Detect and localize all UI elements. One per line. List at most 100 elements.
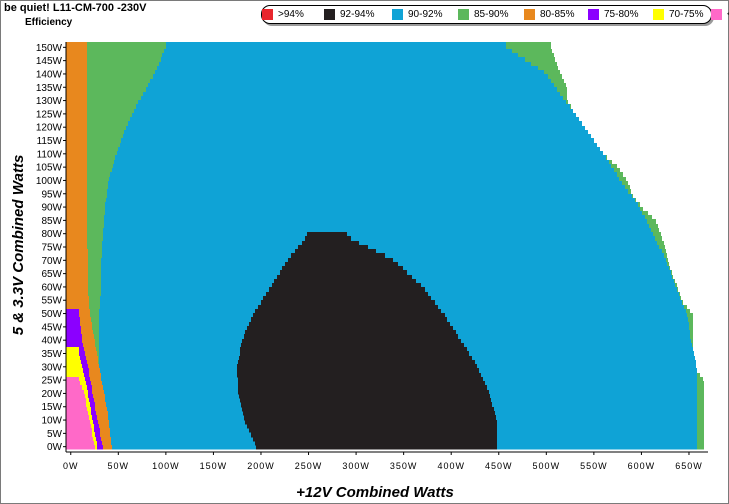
heatmap-cell-strip xyxy=(240,347,467,352)
heatmap-cell-strip xyxy=(66,258,88,263)
heatmap-cell-strip xyxy=(302,241,359,246)
legend-swatch xyxy=(653,9,664,20)
y-tick-label: 15W xyxy=(41,402,62,413)
y-tick-label: 105W xyxy=(36,163,63,174)
legend-label: >94% xyxy=(278,9,304,20)
heatmap-cell-strip xyxy=(66,287,88,293)
legend-swatch xyxy=(324,9,335,20)
heatmap-cell-strip xyxy=(107,194,632,199)
heatmap-cell-strip xyxy=(66,326,81,331)
chart-title: be quiet! L11-CM-700 -230V xyxy=(4,2,147,14)
heatmap-cell-strip xyxy=(104,224,649,229)
x-tick-label: 650W xyxy=(675,461,703,471)
heatmap-cell-strip xyxy=(66,134,87,139)
heatmap-cell-strip xyxy=(117,151,603,156)
x-tick-label: 400W xyxy=(437,461,465,471)
heatmap-cell-strip xyxy=(157,66,538,71)
heatmap-cell-strip xyxy=(66,313,79,318)
heatmap-cell-strip xyxy=(66,117,87,122)
heatmap-cell-strip xyxy=(277,275,412,280)
heatmap-cell-strip xyxy=(66,424,91,429)
heatmap-cell-strip xyxy=(161,57,525,63)
heatmap-cell-strip xyxy=(295,249,376,254)
y-tick-label: 35W xyxy=(41,349,62,360)
heatmap-cell-strip xyxy=(240,398,491,403)
heatmap-cell-strip xyxy=(102,241,657,246)
heatmap-cell-strip xyxy=(121,138,594,144)
heatmap-cell-strip xyxy=(126,126,585,131)
heatmap-cell-strip xyxy=(66,194,87,199)
heatmap-cell-strip xyxy=(242,339,461,344)
heatmap-cell-strip xyxy=(66,317,80,323)
heatmap-cell-strip xyxy=(66,70,87,75)
heatmap-cell-strip xyxy=(238,390,489,395)
region-92-94- xyxy=(237,232,497,450)
heatmap-cell-strip xyxy=(244,334,458,340)
heatmap-cell-strip xyxy=(239,356,472,361)
legend-item: 80-85% xyxy=(524,8,574,21)
heatmap-cell-strip xyxy=(66,364,82,369)
heatmap-cell-strip xyxy=(266,292,428,297)
chart-subtitle: Efficiency xyxy=(25,17,73,28)
heatmap-cell-strip xyxy=(66,181,87,186)
heatmap-cell-strip xyxy=(66,45,87,50)
heatmap-cell-strip xyxy=(66,432,92,438)
heatmap-cell-strip xyxy=(66,109,87,114)
heatmap-cell-strip xyxy=(66,356,80,361)
heatmap-cell-strip xyxy=(255,441,497,446)
x-tick-label: 50W xyxy=(108,461,130,471)
heatmap-cell-strip xyxy=(120,143,597,148)
heatmap-cell-strip xyxy=(245,330,456,335)
y-tick-label: 95W xyxy=(41,189,62,200)
heatmap-cell-strip xyxy=(66,96,87,101)
heatmap-cell-strip xyxy=(66,130,87,135)
heatmap-cell-strip xyxy=(253,437,497,442)
heatmap-cell-strip xyxy=(66,385,82,391)
y-tick-label: 30W xyxy=(41,362,62,373)
y-tick-label: 10W xyxy=(41,416,62,427)
legend-swatch xyxy=(458,9,469,20)
heatmap-cell-strip xyxy=(66,245,87,250)
heatmap-cell-strip xyxy=(291,253,385,259)
heatmap-cell-strip xyxy=(166,45,506,50)
heatmap-cell-strip xyxy=(242,407,494,412)
heatmap-cell-strip xyxy=(66,241,87,246)
heatmap-cell-strip xyxy=(66,224,87,229)
y-tick-label: 125W xyxy=(36,109,63,120)
heatmap-cell-strip xyxy=(128,121,582,127)
heatmap-cell-strip xyxy=(159,62,531,67)
heatmap-cell-strip xyxy=(102,249,662,254)
y-tick-label: 70W xyxy=(41,256,62,267)
heatmap-cell-strip xyxy=(66,83,87,88)
heatmap-cell-strip xyxy=(66,66,87,71)
heatmap-cell-strip xyxy=(66,428,92,433)
heatmap-cell-strip xyxy=(66,232,87,237)
heatmap-cell-strip xyxy=(238,385,487,391)
heatmap-cell-strip xyxy=(66,126,87,131)
heatmap-cell-strip xyxy=(66,198,87,203)
heatmap-cell-strip xyxy=(162,53,518,58)
heatmap-cell-strip xyxy=(66,143,87,148)
heatmap-cell-strip xyxy=(251,317,447,323)
y-tick-label: 60W xyxy=(41,282,62,293)
heatmap-cell-strip xyxy=(66,266,88,271)
y-tick-label: 145W xyxy=(36,56,63,67)
heatmap-cell-strip xyxy=(66,368,83,374)
heatmap-cell-strip xyxy=(105,202,638,208)
heatmap-cell-strip xyxy=(138,100,566,105)
x-tick-label: 100W xyxy=(152,461,180,471)
y-axis-label: 5 & 3.3V Combined Watts xyxy=(10,154,27,336)
heatmap-cell-strip xyxy=(282,266,403,271)
y-tick-label: 20W xyxy=(41,389,62,400)
heatmap-cell-strip xyxy=(238,360,475,365)
legend-label: 90-92% xyxy=(408,9,443,20)
heatmap-cell-strip xyxy=(272,283,421,288)
y-tick-label: 25W xyxy=(41,376,62,387)
heatmap-cell-strip xyxy=(269,287,425,293)
y-tick-label: 90W xyxy=(41,203,62,214)
heatmap-cell-strip xyxy=(115,155,606,161)
heatmap-cell-strip xyxy=(261,300,435,306)
heatmap-cell-strip xyxy=(66,219,87,225)
heatmap-cell-strip xyxy=(123,134,591,139)
legend-swatch xyxy=(262,9,273,20)
